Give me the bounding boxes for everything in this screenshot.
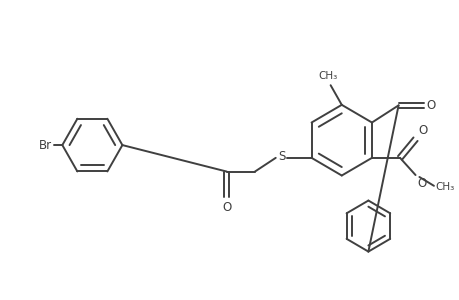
Text: O: O [425,99,435,112]
Text: CH₃: CH₃ [435,182,453,192]
Text: Br: Br [39,139,51,152]
Text: O: O [417,177,426,190]
Text: CH₃: CH₃ [318,71,337,81]
Text: S: S [277,150,285,164]
Text: O: O [222,201,231,214]
Text: O: O [417,124,426,137]
